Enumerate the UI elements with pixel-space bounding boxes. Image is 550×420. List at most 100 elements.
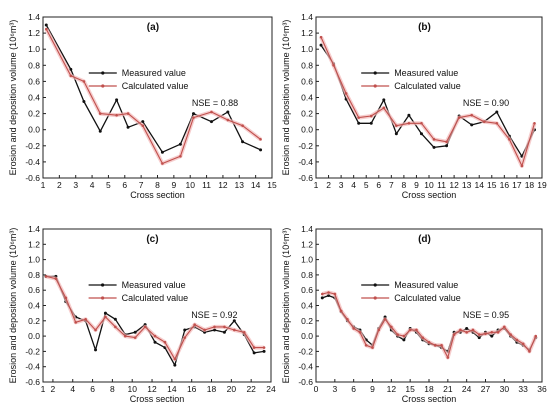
measured-point bbox=[115, 98, 119, 102]
y-tick-label: 0.6 bbox=[301, 76, 313, 86]
measured-point bbox=[113, 317, 117, 321]
calculated-point bbox=[346, 317, 349, 321]
measured-point bbox=[357, 121, 361, 125]
nse-annotation: NSE = 0.95 bbox=[463, 310, 509, 320]
measured-point bbox=[262, 349, 266, 353]
calculated-point bbox=[179, 154, 182, 158]
x-tick-label: 11 bbox=[437, 180, 446, 190]
x-tick-label: 12 bbox=[387, 384, 397, 394]
measured-point bbox=[319, 43, 323, 47]
x-axis-title: Cross section bbox=[402, 190, 457, 200]
legend-label: Calculated value bbox=[394, 81, 461, 91]
x-axis-title: Cross section bbox=[130, 190, 185, 200]
calculated-point bbox=[521, 342, 525, 346]
calculated-point bbox=[452, 333, 456, 336]
calculated-point bbox=[44, 275, 48, 278]
calculated-point bbox=[446, 356, 450, 359]
measured-point bbox=[382, 98, 386, 102]
measured-point bbox=[44, 23, 48, 27]
x-tick-label: 14 bbox=[251, 180, 261, 190]
y-tick-label: 0.8 bbox=[28, 60, 40, 70]
y-tick-label: 1.0 bbox=[301, 44, 313, 54]
measured-point bbox=[394, 132, 398, 136]
calculated-point bbox=[64, 296, 68, 300]
measured-point bbox=[232, 319, 236, 323]
y-tick-label: -0.2 bbox=[298, 346, 313, 356]
calculated-point bbox=[193, 323, 196, 326]
calculated-point bbox=[259, 138, 262, 141]
measured-point bbox=[470, 123, 474, 127]
calculated-point bbox=[358, 330, 362, 334]
calculated-point bbox=[508, 138, 511, 141]
y-tick-label: -0.4 bbox=[298, 362, 313, 372]
x-tick-label: 12 bbox=[218, 180, 228, 190]
panel-label: (a) bbox=[147, 22, 159, 33]
legend-marker bbox=[101, 283, 105, 287]
y-tick-label: 0.8 bbox=[28, 270, 40, 280]
measured-point bbox=[94, 348, 98, 352]
y-tick-label: 0.8 bbox=[301, 60, 313, 70]
calculated-point bbox=[44, 27, 48, 31]
measured-point bbox=[402, 338, 406, 342]
calculated-point bbox=[528, 350, 531, 353]
y-tick-label: 0.0 bbox=[301, 125, 313, 135]
y-axis-title: Erosion and deposition volume (10⁶m³) bbox=[8, 228, 18, 384]
calculated-point bbox=[123, 334, 127, 338]
calculated-point bbox=[371, 346, 374, 349]
measured-point bbox=[69, 67, 73, 71]
y-tick-label: -0.4 bbox=[298, 157, 313, 167]
measured-point bbox=[160, 150, 164, 154]
y-tick-label: 0.6 bbox=[28, 76, 40, 86]
x-tick-label: 14 bbox=[474, 180, 484, 190]
measured-point bbox=[141, 120, 145, 124]
measured-point bbox=[465, 326, 469, 330]
measured-point bbox=[259, 148, 263, 152]
calculated-point bbox=[364, 343, 368, 347]
measured-point bbox=[133, 330, 137, 334]
calculated-point bbox=[141, 124, 145, 127]
calculated-point bbox=[496, 330, 500, 334]
calculated-point bbox=[490, 330, 494, 334]
y-tick-label: 1.0 bbox=[301, 255, 313, 265]
x-tick-label: 13 bbox=[462, 180, 472, 190]
y-tick-label: -0.6 bbox=[298, 377, 313, 387]
calculated-point bbox=[332, 64, 335, 67]
measured-point bbox=[178, 142, 182, 146]
calculated-point bbox=[69, 74, 73, 78]
calculated-point bbox=[84, 317, 87, 321]
calculated-point bbox=[369, 114, 373, 118]
calculated-point bbox=[383, 317, 387, 321]
legend-label: Measured value bbox=[122, 280, 186, 290]
x-tick-label: 22 bbox=[246, 384, 256, 394]
y-tick-label: 0.4 bbox=[28, 93, 40, 103]
legend-marker bbox=[373, 296, 377, 300]
y-tick-label: 0.0 bbox=[301, 331, 313, 341]
measured-point bbox=[419, 132, 423, 136]
y-tick-label: 1.0 bbox=[28, 44, 40, 54]
calculated-point bbox=[319, 35, 323, 39]
x-tick-label: 33 bbox=[518, 384, 528, 394]
nse-annotation: NSE = 0.92 bbox=[191, 310, 237, 320]
x-tick-label: 6 bbox=[122, 180, 127, 190]
y-tick-label: 0.4 bbox=[301, 301, 313, 311]
calculated-point bbox=[114, 325, 117, 329]
x-tick-label: 3 bbox=[332, 384, 337, 394]
calculated-point bbox=[241, 124, 244, 127]
x-tick-label: 0 bbox=[314, 384, 319, 394]
x-tick-label: 13 bbox=[235, 180, 245, 190]
calculated-point bbox=[82, 80, 86, 83]
calculated-point bbox=[432, 138, 436, 141]
calculated-point bbox=[226, 118, 230, 122]
y-tick-label: -0.6 bbox=[298, 173, 313, 183]
x-tick-label: 15 bbox=[405, 384, 415, 394]
y-tick-label: 0.2 bbox=[28, 316, 40, 326]
calculated-point bbox=[415, 328, 418, 332]
legend-marker bbox=[373, 84, 377, 88]
panel-label: (c) bbox=[146, 234, 158, 245]
calculated-point bbox=[402, 334, 406, 338]
y-tick-label: 0.4 bbox=[28, 301, 40, 311]
measured-series-line bbox=[320, 44, 536, 157]
chart-panel-d: -0.6-0.4-0.20.00.20.40.60.81.01.21.40 3 6 9… bbox=[281, 224, 547, 404]
calculated-point bbox=[484, 332, 487, 336]
y-axis-title: Erosion and deposition volume (10⁶m³) bbox=[281, 228, 291, 384]
